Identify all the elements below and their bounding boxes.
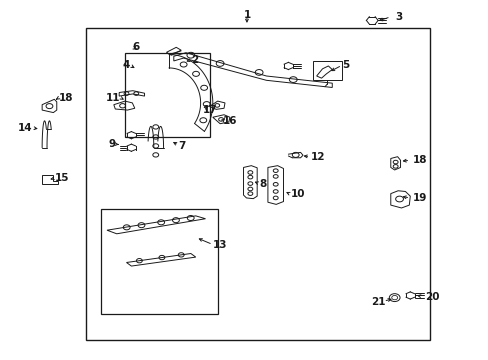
Text: 10: 10 — [290, 189, 305, 199]
Text: 7: 7 — [178, 141, 185, 151]
Bar — [125, 53, 210, 137]
Text: 9: 9 — [108, 139, 115, 149]
Text: 12: 12 — [310, 152, 324, 162]
Text: 4: 4 — [122, 60, 130, 70]
Text: 2: 2 — [190, 55, 198, 65]
Text: 18: 18 — [412, 155, 427, 165]
Text: 13: 13 — [212, 239, 227, 249]
Bar — [312, 61, 341, 80]
Text: 17: 17 — [203, 105, 217, 115]
Text: 14: 14 — [18, 123, 32, 133]
Text: 20: 20 — [424, 292, 439, 302]
Text: 16: 16 — [222, 116, 237, 126]
Text: 6: 6 — [132, 42, 139, 52]
Text: 8: 8 — [259, 179, 266, 189]
Text: 1: 1 — [243, 10, 250, 20]
Text: 21: 21 — [371, 297, 385, 307]
Text: 18: 18 — [59, 93, 74, 103]
Bar — [86, 28, 429, 339]
Text: 15: 15 — [54, 173, 69, 183]
Bar — [101, 209, 217, 315]
Text: 3: 3 — [395, 12, 402, 22]
Text: 19: 19 — [412, 193, 426, 203]
Text: 5: 5 — [341, 60, 348, 70]
Text: 11: 11 — [105, 93, 120, 103]
